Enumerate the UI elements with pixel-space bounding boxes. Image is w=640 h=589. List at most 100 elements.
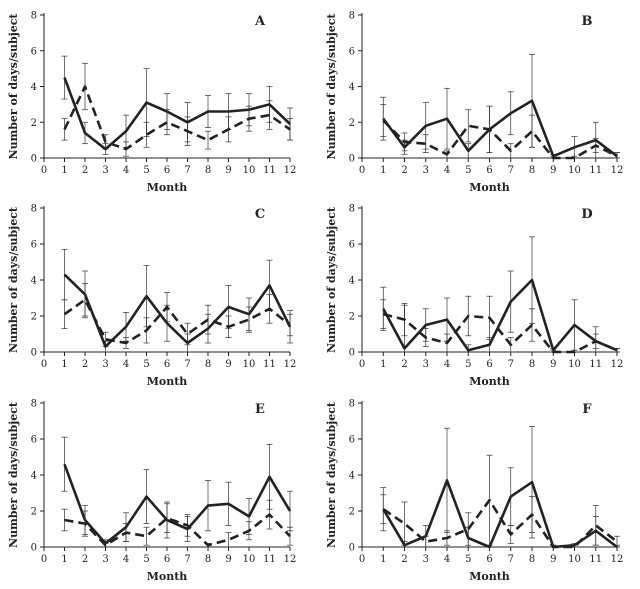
x-tick-label: 0 [359, 554, 365, 565]
x-tick-label: 6 [164, 554, 170, 565]
series-solid [380, 53, 620, 159]
y-tick-label: 2 [31, 312, 37, 323]
y-tick-label: 2 [31, 118, 37, 129]
x-tick-label: 7 [508, 165, 514, 176]
x-tick-label: 2 [82, 165, 88, 176]
x-tick-label: 0 [41, 359, 47, 370]
x-axis-label: Month [147, 375, 188, 388]
x-tick-label: 0 [41, 165, 47, 176]
x-tick-label: 6 [164, 165, 170, 176]
panel-label: B [582, 14, 593, 29]
x-tick-label: 8 [205, 554, 211, 565]
x-tick-label: 2 [401, 165, 407, 176]
y-tick-label: 6 [349, 46, 355, 57]
series-line-solid [63, 273, 292, 348]
y-tick-label: 6 [31, 240, 37, 251]
x-tick-label: 6 [486, 359, 492, 370]
x-tick-label: 12 [611, 359, 624, 370]
x-tick-label: 1 [380, 359, 386, 370]
x-axis-label: Month [469, 570, 510, 583]
x-tick-label: 4 [444, 165, 450, 176]
series-dashed [61, 499, 293, 548]
series-solid [380, 426, 620, 549]
y-tick-label: 4 [31, 276, 37, 287]
y-tick-label: 0 [31, 348, 37, 359]
x-tick-label: 12 [611, 554, 624, 565]
x-tick-label: 9 [550, 359, 556, 370]
x-tick-label: 12 [284, 554, 297, 565]
x-tick-label: 4 [444, 554, 450, 565]
y-tick-label: 0 [31, 154, 37, 165]
x-tick-label: 3 [423, 554, 429, 565]
x-tick-label: 5 [465, 165, 471, 176]
y-tick-label: 8 [349, 204, 355, 215]
x-tick-label: 0 [359, 165, 365, 176]
x-tick-label: 11 [589, 165, 602, 176]
x-tick-label: 6 [486, 554, 492, 565]
x-tick-label: 8 [529, 554, 535, 565]
series-line-dashed [382, 498, 618, 549]
series-line-dashed [382, 119, 618, 160]
x-tick-label: 2 [401, 554, 407, 565]
x-tick-label: 9 [225, 359, 231, 370]
y-tick-label: 4 [349, 471, 355, 482]
x-tick-label: 7 [184, 554, 190, 565]
x-tick-label: 11 [263, 554, 276, 565]
x-tick-label: 4 [123, 554, 129, 565]
y-tick-label: 4 [349, 82, 355, 93]
series-line-solid [63, 77, 291, 151]
x-tick-label: 11 [263, 359, 276, 370]
x-tick-label: 10 [568, 554, 581, 565]
x-tick-label: 4 [444, 359, 450, 370]
x-tick-label: 9 [550, 554, 556, 565]
x-tick-label: 11 [589, 554, 602, 565]
x-tick-label: 10 [243, 359, 256, 370]
series-solid [61, 55, 293, 155]
x-tick-label: 11 [589, 359, 602, 370]
x-tick-label: 11 [263, 165, 276, 176]
x-tick-label: 5 [143, 165, 149, 176]
series-dashed [61, 283, 293, 349]
x-tick-label: 1 [380, 165, 386, 176]
series-solid [380, 236, 620, 353]
y-axis-label: Number of days/subject [7, 206, 20, 353]
x-tick-label: 5 [465, 554, 471, 565]
x-tick-label: 0 [359, 359, 365, 370]
y-tick-label: 0 [349, 154, 355, 165]
x-tick-label: 7 [508, 554, 514, 565]
y-tick-label: 6 [349, 240, 355, 251]
x-tick-label: 10 [243, 554, 256, 565]
x-tick-label: 5 [143, 554, 149, 565]
x-tick-label: 8 [205, 165, 211, 176]
y-tick-label: 2 [349, 507, 355, 518]
x-axis-label: Month [469, 181, 510, 194]
x-tick-label: 5 [143, 359, 149, 370]
x-tick-label: 1 [61, 165, 67, 176]
x-tick-label: 8 [205, 359, 211, 370]
x-tick-label: 9 [225, 165, 231, 176]
series-solid [61, 436, 293, 548]
x-tick-label: 7 [184, 165, 190, 176]
series-dashed [61, 62, 293, 157]
panel-label: E [255, 402, 265, 417]
x-tick-label: 9 [225, 554, 231, 565]
x-axis-label: Month [147, 570, 188, 583]
series-line-solid [63, 463, 292, 545]
x-tick-label: 7 [184, 359, 190, 370]
y-axis-label: Number of days/subject [325, 13, 338, 160]
x-axis-label: Month [147, 181, 188, 194]
x-tick-label: 6 [486, 165, 492, 176]
x-axis-label: Month [469, 375, 510, 388]
y-tick-label: 4 [31, 82, 37, 93]
x-tick-label: 6 [164, 359, 170, 370]
x-tick-label: 3 [423, 359, 429, 370]
y-axis-label: Number of days/subject [7, 13, 20, 160]
x-tick-label: 2 [82, 554, 88, 565]
series-line-dashed [382, 312, 618, 354]
y-tick-label: 8 [31, 204, 37, 215]
panel-label: F [582, 402, 592, 417]
